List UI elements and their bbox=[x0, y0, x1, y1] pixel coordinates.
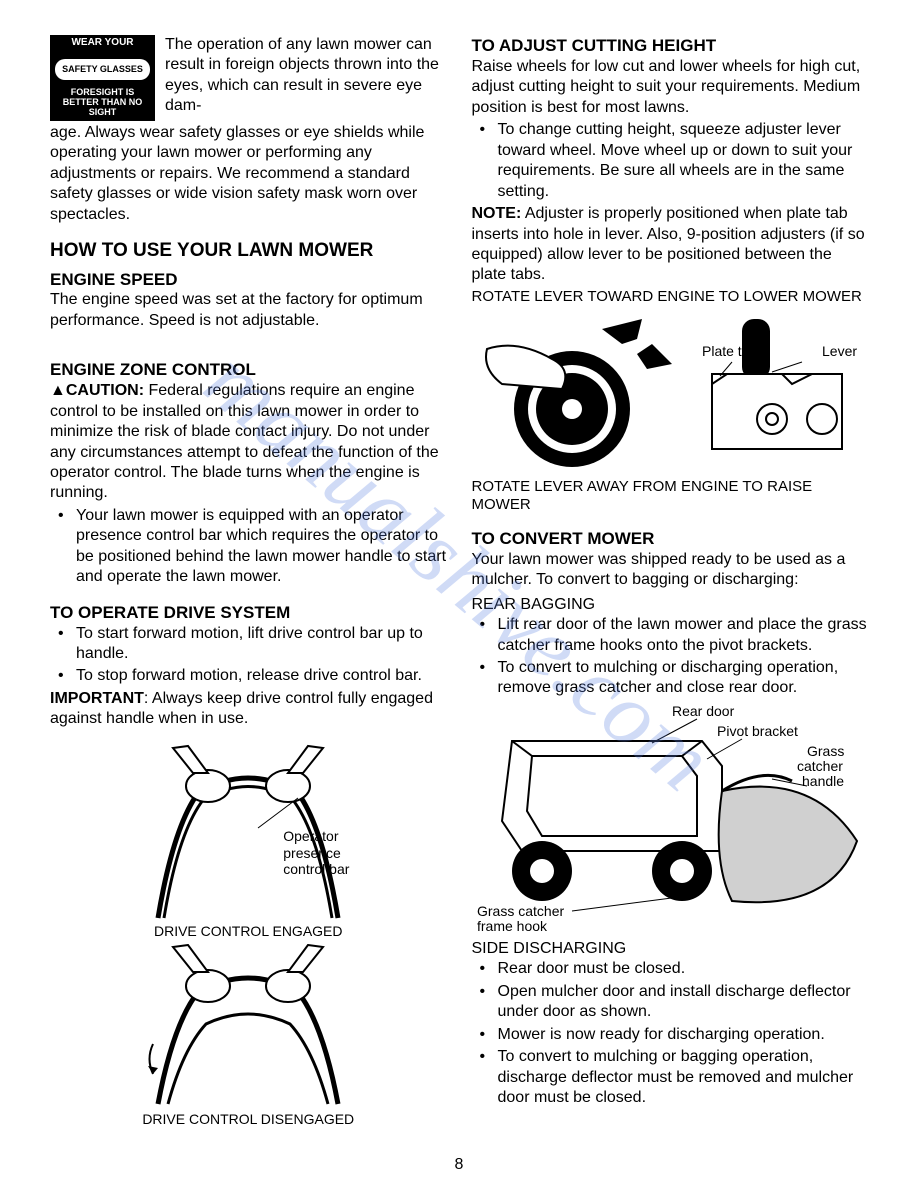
side-bullet-4: To convert to mulching or bagging operat… bbox=[472, 1047, 869, 1108]
adjust-body: Raise wheels for low cut and lower wheel… bbox=[472, 57, 869, 118]
figure-drive-engaged: Operator presence control bar DRIVE CONT… bbox=[50, 738, 447, 941]
svg-text:catcher: catcher bbox=[797, 758, 843, 774]
rear-bullet-1: Lift rear door of the lawn mower and pla… bbox=[472, 615, 869, 656]
heading-rear-bagging: REAR BAGGING bbox=[472, 595, 869, 615]
svg-text:Pivot bracket: Pivot bracket bbox=[717, 723, 798, 739]
svg-text:handle: handle bbox=[802, 773, 844, 789]
side-bullet-1: Rear door must be closed. bbox=[472, 959, 869, 979]
heading-side-discharging: SIDE DISCHARGING bbox=[472, 939, 869, 959]
engine-speed-body: The engine speed was set at the factory … bbox=[50, 290, 447, 331]
rotate-lower-label: ROTATE LEVER TOWARD ENGINE TO LOWER MOWE… bbox=[472, 288, 869, 306]
zone-text: Federal regulations require an engine co… bbox=[50, 382, 439, 501]
convert-body: Your lawn mower was shipped ready to be … bbox=[472, 550, 869, 591]
note-line: NOTE: Adjuster is properly positioned wh… bbox=[472, 204, 869, 286]
heading-drive-system: TO OPERATE DRIVE SYSTEM bbox=[50, 602, 447, 624]
zone-body: ▲CAUTION: Federal regulations require an… bbox=[50, 381, 447, 504]
drive-bullet-1: To start forward motion, lift drive cont… bbox=[50, 624, 447, 665]
svg-text:frame hook: frame hook bbox=[477, 918, 548, 931]
badge-bottom: FORESIGHT IS BETTER THAN NO SIGHT bbox=[52, 88, 153, 118]
svg-text:Grass: Grass bbox=[807, 743, 844, 759]
caution-label: CAUTION: bbox=[66, 382, 144, 399]
page-number: 8 bbox=[455, 1156, 464, 1174]
label-plate-tab: Plate tab bbox=[702, 343, 757, 359]
important-label: IMPORTANT bbox=[50, 690, 144, 707]
rear-bullet-2: To convert to mulching or discharging op… bbox=[472, 658, 869, 699]
left-column: WEAR YOUR SAFETY GLASSES FORESIGHT IS BE… bbox=[50, 35, 447, 1137]
zone-bullet: Your lawn mower is equipped with an oper… bbox=[50, 506, 447, 588]
note-body: Adjuster is properly positioned when pla… bbox=[472, 205, 865, 283]
badge-top: WEAR YOUR bbox=[71, 37, 133, 50]
heading-engine-speed: ENGINE SPEED bbox=[50, 269, 447, 291]
side-bullet-2: Open mulcher door and install discharge … bbox=[472, 982, 869, 1023]
safety-glasses-badge: WEAR YOUR SAFETY GLASSES FORESIGHT IS BE… bbox=[50, 35, 155, 121]
badge-mid: SAFETY GLASSES bbox=[55, 59, 150, 80]
intro-rest-text: age. Always wear safety glasses or eye s… bbox=[50, 123, 447, 225]
fig2-caption: DRIVE CONTROL DISENGAGED bbox=[142, 1111, 354, 1129]
heading-engine-zone: ENGINE ZONE CONTROL bbox=[50, 359, 447, 381]
right-column: TO ADJUST CUTTING HEIGHT Raise wheels fo… bbox=[472, 35, 869, 1137]
heading-adjust-height: TO ADJUST CUTTING HEIGHT bbox=[472, 35, 869, 57]
note-label: NOTE: bbox=[472, 205, 522, 222]
figure-grass-catcher: Rear door Pivot bracket Grass catcher ha… bbox=[472, 701, 869, 931]
heading-how-to-use: HOW TO USE YOUR LAWN MOWER bbox=[50, 239, 447, 263]
figure-drive-disengaged: DRIVE CONTROL DISENGAGED bbox=[50, 944, 447, 1129]
adjust-bullet-1: To change cutting height, squeeze adjust… bbox=[472, 120, 869, 202]
drive-bullet-2: To stop forward motion, release drive co… bbox=[50, 666, 447, 686]
fig1-caption: DRIVE CONTROL ENGAGED bbox=[154, 923, 343, 941]
important-line: IMPORTANT: Always keep drive control ful… bbox=[50, 689, 447, 730]
side-bullet-3: Mower is now ready for discharging opera… bbox=[472, 1025, 869, 1045]
intro-side-text: The operation of any lawn mower can resu… bbox=[165, 35, 447, 119]
figure-wheel-adjust: Plate tab Lever bbox=[472, 314, 869, 474]
svg-text:Rear door: Rear door bbox=[672, 703, 735, 719]
label-lever: Lever bbox=[822, 343, 857, 359]
svg-text:Grass catcher: Grass catcher bbox=[477, 903, 564, 919]
heading-convert: TO CONVERT MOWER bbox=[472, 528, 869, 550]
fig1-label: Operator presence control bar bbox=[283, 828, 363, 878]
caution-icon: ▲ bbox=[50, 382, 66, 399]
rotate-raise-label: ROTATE LEVER AWAY FROM ENGINE TO RAISE M… bbox=[472, 478, 869, 514]
